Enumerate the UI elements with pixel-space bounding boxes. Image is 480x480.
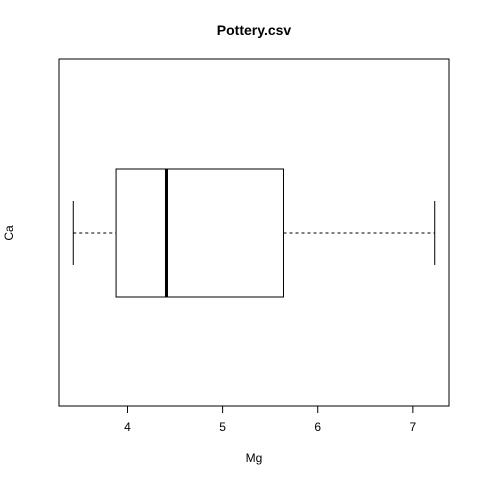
x-axis: 4 5 6 7 — [124, 405, 417, 434]
iqr-box — [115, 168, 284, 298]
x-tick-label: 6 — [314, 420, 321, 434]
plot-frame — [58, 58, 450, 407]
x-tick-label: 7 — [410, 420, 417, 434]
boxplot-series — [72, 168, 436, 298]
x-tick-label: 5 — [219, 420, 226, 434]
x-tick-label: 4 — [124, 420, 131, 434]
y-axis-label: Ca — [2, 225, 16, 241]
x-axis-label: Mg — [246, 451, 263, 465]
chart-title: Pottery.csv — [217, 22, 292, 38]
